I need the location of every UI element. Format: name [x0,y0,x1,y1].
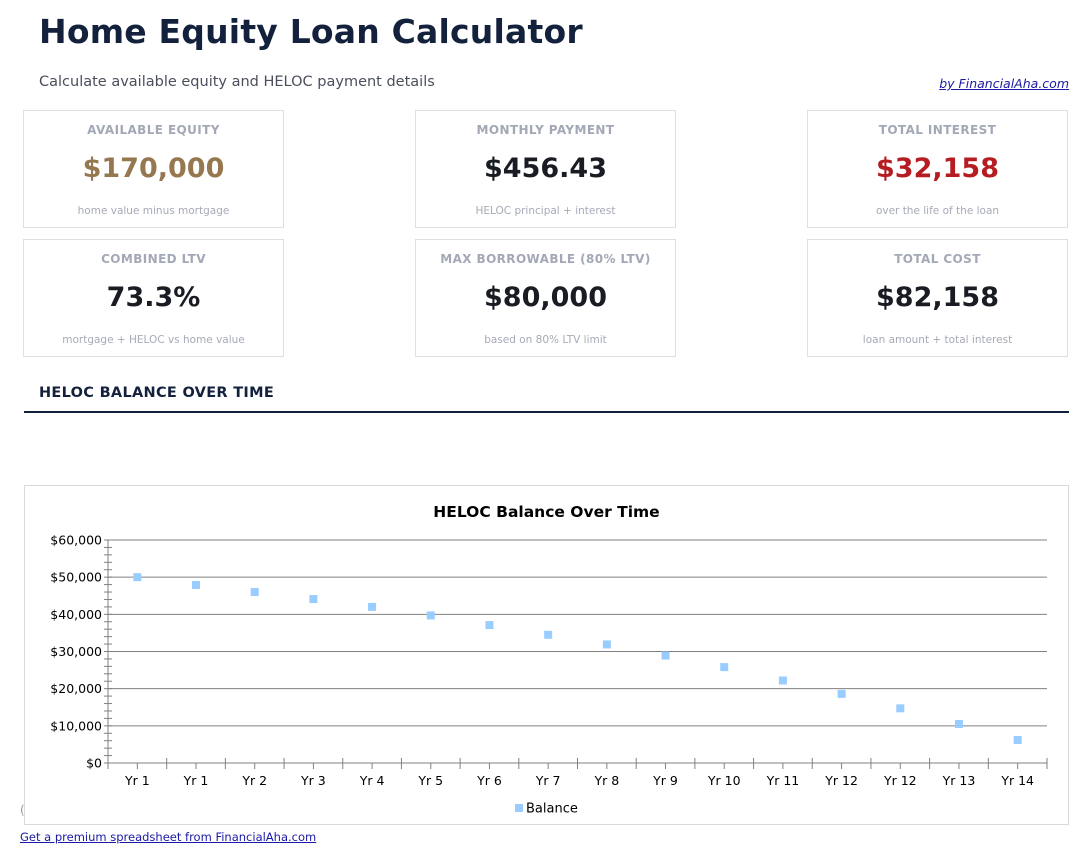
card-value: $32,158 [876,153,999,184]
data-point-marker [896,704,905,713]
legend-marker [515,804,523,812]
card-value: 73.3% [106,282,201,313]
data-point-marker [837,689,846,698]
x-tick-label: Yr 12 [883,773,917,788]
card-combined-ltv: COMBINED LTV 73.3% mortgage + HELOC vs h… [23,239,284,357]
x-tick-label: Yr 10 [707,773,741,788]
legend-label: Balance [526,802,578,817]
y-tick-label: $0 [86,756,102,771]
card-caption: home value minus mortgage [77,205,230,217]
card-caption: mortgage + HELOC vs home value [62,334,245,346]
card-monthly-payment: MONTHLY PAYMENT $456.43 HELOC principal … [415,110,676,228]
data-point-marker [602,640,611,649]
data-point-marker [309,595,318,604]
data-point-marker [1013,735,1022,744]
card-caption: over the life of the loan [875,205,1000,217]
card-available-equity: AVAILABLE EQUITY $170,000 home value min… [23,110,284,228]
section-title: HELOC BALANCE OVER TIME [39,385,275,401]
data-point-marker [720,663,729,672]
y-tick-label: $30,000 [50,644,102,659]
x-tick-label: Yr 1 [124,773,150,788]
y-tick-label: $60,000 [50,533,102,548]
section-divider [24,411,1069,413]
card-label: AVAILABLE EQUITY [87,123,220,137]
x-tick-label: Yr 1 [183,773,209,788]
data-point-marker [192,580,201,589]
balance-chart: HELOC Balance Over Time $0 $10,000 $20,000… [24,485,1069,825]
premium-spreadsheet-link[interactable]: Get a premium spreadsheet from Financial… [20,830,317,844]
x-tick-label: Yr 12 [824,773,858,788]
card-max-borrowable: MAX BORROWABLE (80% LTV) $80,000 based o… [415,239,676,357]
x-tick-label: Yr 5 [417,773,443,788]
x-tick-label: Yr 3 [300,773,326,788]
x-tick-label: Yr 7 [535,773,561,788]
y-tick-label: $10,000 [50,718,102,733]
chart-title: HELOC Balance Over Time [433,503,660,521]
card-label: COMBINED LTV [101,252,206,266]
card-total-cost: TOTAL COST $82,158 loan amount + total i… [807,239,1068,357]
x-tick-label: Yr 9 [652,773,678,788]
data-point-marker [544,630,553,639]
page-title: Home Equity Loan Calculator [39,12,583,51]
x-tick-label: Yr 13 [942,773,976,788]
x-tick-label: Yr 6 [476,773,502,788]
data-point-marker [426,611,435,620]
data-point-marker [661,651,670,660]
x-tick-label: Yr 14 [1000,773,1034,788]
y-tick-label: $40,000 [50,607,102,622]
data-point-marker [368,602,377,611]
byline-link[interactable]: by FinancialAha.com [939,76,1069,91]
card-value: $82,158 [876,282,999,313]
card-label: MAX BORROWABLE (80% LTV) [440,252,651,266]
y-tick-label: $50,000 [50,570,102,585]
card-caption: loan amount + total interest [862,334,1013,346]
x-tick-label: Yr 4 [359,773,385,788]
card-label: TOTAL COST [894,252,981,266]
data-point-marker [954,719,963,728]
card-value: $80,000 [484,282,607,313]
x-tick-label: Yr 11 [766,773,800,788]
x-tick-label: Yr 8 [593,773,619,788]
card-value: $456.43 [484,153,607,184]
obscured-note: ( [20,803,25,817]
chart-plot: $0 $10,000 $20,000 $30,000 $40,000 $50,000 $60… [50,533,1048,817]
card-total-interest: TOTAL INTEREST $32,158 over the life of … [807,110,1068,228]
data-point-marker [778,676,787,685]
y-tick-label: $20,000 [50,681,102,696]
data-point-marker [250,588,259,597]
card-caption: based on 80% LTV limit [484,334,607,346]
x-tick-label: Yr 2 [241,773,267,788]
card-value: $170,000 [82,153,225,184]
card-caption: HELOC principal + interest [475,205,616,217]
page-subtitle: Calculate available equity and HELOC pay… [39,74,435,90]
data-point-marker [485,621,494,630]
data-point-marker [133,573,142,582]
card-label: MONTHLY PAYMENT [476,123,615,137]
card-label: TOTAL INTEREST [878,123,997,137]
